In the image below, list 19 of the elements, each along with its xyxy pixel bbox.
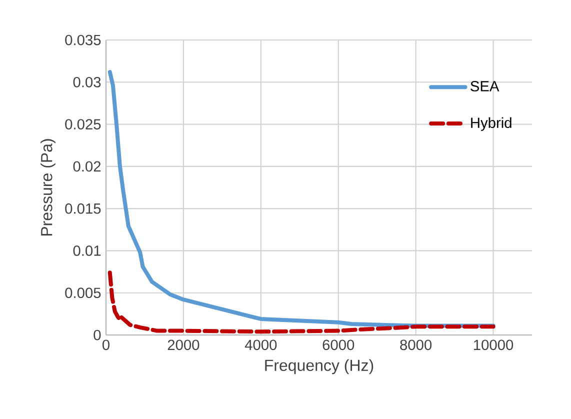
x-tick-label: 2000 bbox=[168, 340, 200, 350]
y-axis-title: Pressure (Pa) bbox=[40, 139, 56, 236]
y-tick-label: 0.01 bbox=[73, 246, 101, 256]
y-tick-label: 0.035 bbox=[65, 34, 101, 46]
y-tick-label: 0 bbox=[94, 330, 101, 340]
y-tick-label: 0.015 bbox=[65, 203, 101, 214]
line-series bbox=[108, 270, 496, 334]
x-tick-label: 4000 bbox=[244, 340, 277, 350]
x-tick-label: 6000 bbox=[322, 340, 354, 350]
legend-label: SEA bbox=[470, 81, 500, 92]
x-tick-label: 10000 bbox=[474, 340, 514, 350]
x-tick-label: 0 bbox=[102, 340, 110, 350]
y-tick-label: 0.03 bbox=[73, 76, 101, 88]
y-tick-label: 0.02 bbox=[73, 161, 101, 172]
legend-label: Hybrid bbox=[471, 117, 512, 131]
y-tick-label: 0.005 bbox=[65, 288, 101, 298]
x-tick-label: 8000 bbox=[400, 340, 432, 350]
x-axis-title: Frequency (Hz) bbox=[265, 359, 374, 374]
y-tick-label: 0.025 bbox=[65, 119, 101, 130]
